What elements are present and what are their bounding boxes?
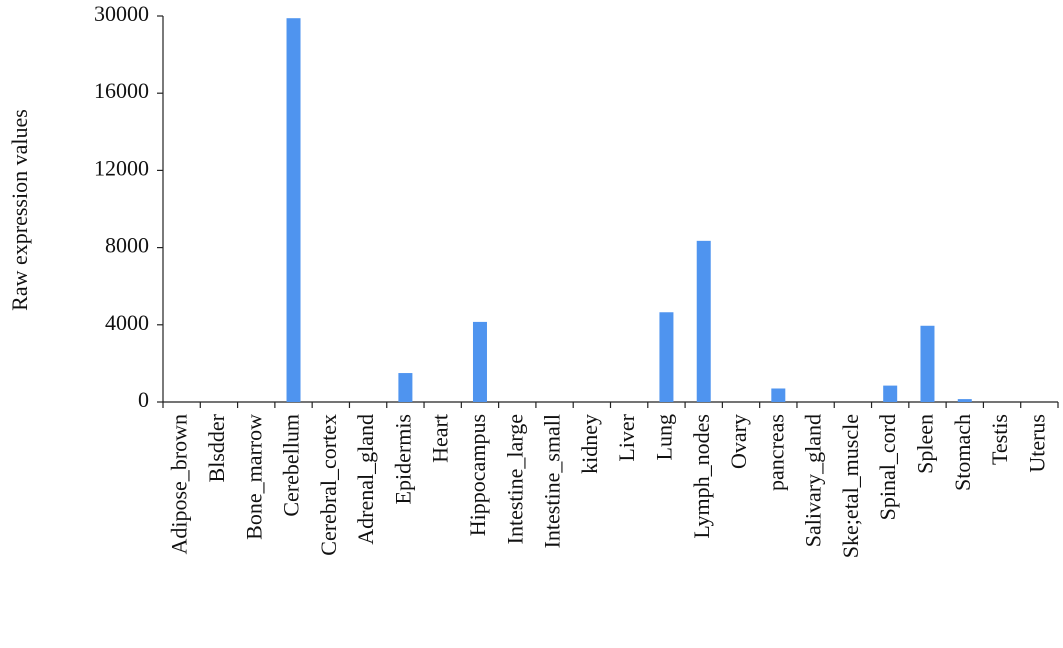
y-axis-label: Raw expression values	[7, 109, 32, 311]
bar	[696, 240, 711, 402]
bar	[286, 18, 301, 402]
y-tick-label: 0	[138, 387, 149, 412]
x-tick-label: Epidermis	[390, 414, 415, 504]
x-tick-label: Lymph_nodes	[689, 414, 714, 539]
y-tick-label: 4000	[105, 310, 149, 335]
x-tick-label: Lung	[651, 414, 676, 460]
x-tick-label: Intestine_small	[540, 414, 565, 548]
bar	[771, 388, 786, 402]
x-tick-label: Adipose_brown	[167, 414, 192, 555]
x-tick-label: Liver	[614, 413, 639, 461]
x-tick-label: Heart	[428, 414, 453, 463]
x-tick-label: Ovary	[726, 414, 751, 469]
x-tick-label: Cerebral_cortex	[316, 414, 341, 556]
x-tick-label: Cerebellum	[279, 414, 304, 517]
y-tick-label: 30000	[94, 1, 149, 26]
x-tick-label: Hippocampus	[465, 414, 490, 536]
x-tick-label: Spinal_cord	[875, 414, 900, 520]
bar	[398, 373, 413, 402]
x-tick-label: Spleen	[913, 414, 938, 474]
x-tick-label: Intestine_large	[502, 414, 527, 544]
x-tick-label: Testis	[987, 414, 1012, 465]
bar	[659, 312, 674, 402]
bar	[957, 399, 972, 402]
x-tick-label: Salivary_gland	[801, 414, 826, 547]
y-tick-label: 12000	[94, 155, 149, 180]
bar	[883, 385, 898, 402]
x-tick-label: Adrenal_gland	[353, 414, 378, 545]
y-tick-label: 8000	[105, 233, 149, 258]
x-tick-label: Blsdder	[204, 413, 229, 482]
bar	[472, 321, 487, 402]
x-tick-label: pancreas	[763, 414, 788, 491]
bar	[920, 325, 935, 402]
x-tick-label: Bone_marrow	[241, 414, 266, 540]
x-tick-label: kidney	[577, 414, 602, 474]
x-tick-label: Uterus	[1024, 414, 1049, 473]
y-tick-label: 16000	[94, 78, 149, 103]
x-tick-label: Stomach	[950, 414, 975, 491]
x-tick-label: Ske;etal_muscle	[838, 414, 863, 558]
